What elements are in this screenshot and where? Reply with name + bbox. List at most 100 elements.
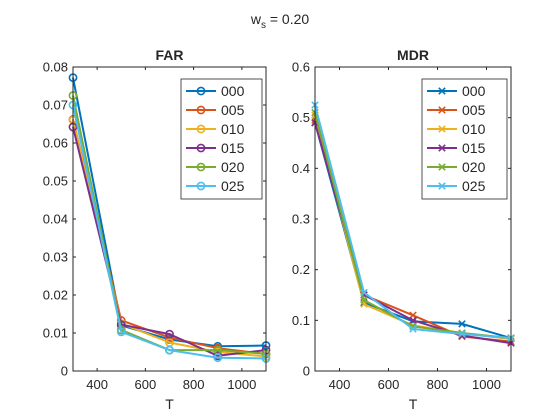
legend-entry: 005 — [427, 102, 486, 118]
data-point-stroke — [458, 320, 466, 328]
y-tick-label: 0.2 — [292, 262, 310, 277]
x-axis-label: T — [165, 396, 174, 412]
suptitle-rest: = 0.20 — [266, 11, 309, 27]
x-tick-label: 400 — [86, 377, 108, 392]
y-tick-label: 0.03 — [43, 250, 68, 265]
data-point — [438, 163, 446, 171]
y-tick-label: 0.3 — [292, 212, 310, 227]
data-point — [360, 288, 368, 297]
data-point — [360, 296, 368, 304]
data-point-stroke — [360, 296, 368, 304]
y-tick-label: 0.01 — [43, 326, 68, 341]
y-tick-label: 0.05 — [43, 174, 68, 189]
y-tick-label: 0.07 — [43, 98, 68, 113]
data-point-stroke — [438, 182, 446, 190]
legend-box — [421, 78, 508, 200]
y-tick-label: 0.04 — [43, 212, 68, 227]
legend-label: 025 — [462, 178, 486, 194]
data-point — [196, 124, 206, 134]
data-point — [458, 320, 466, 328]
legend-entry: 025 — [186, 178, 245, 194]
data-point — [409, 316, 417, 325]
x-tick-label: 800 — [427, 377, 449, 392]
figure-suptitle: ws = 0.20 — [250, 11, 310, 31]
legend-label: 015 — [221, 140, 245, 156]
x-axis-label: T — [409, 396, 418, 412]
data-point — [116, 327, 126, 337]
data-point-stroke — [360, 288, 368, 297]
data-point — [438, 144, 446, 152]
data-point-stroke — [409, 325, 417, 333]
x-tick-label: 1000 — [472, 377, 501, 392]
legend-entry: 015 — [427, 140, 486, 156]
legend: 000 005 010 015 020 025 — [421, 78, 508, 200]
legend-entry: 000 — [186, 83, 245, 99]
data-point — [438, 125, 446, 133]
data-point-stroke — [409, 316, 417, 325]
legend-label: 020 — [221, 159, 245, 175]
series-line — [72, 104, 267, 360]
chart-title: MDR — [397, 47, 429, 63]
data-point — [458, 330, 466, 338]
y-tick-label: 0.02 — [43, 288, 68, 303]
x-tick-label: 400 — [329, 377, 351, 392]
y-tick-label: 0.1 — [292, 313, 310, 328]
legend-label: 025 — [221, 178, 245, 194]
legend-box — [180, 78, 263, 200]
data-point — [196, 143, 206, 153]
data-point-stroke — [438, 106, 446, 114]
y-tick-label: 0.06 — [43, 136, 68, 151]
data-point-stroke — [458, 330, 466, 338]
data-point-stroke — [438, 87, 446, 95]
y-tick-label: 0.5 — [292, 110, 310, 125]
legend-entry: 020 — [186, 159, 245, 175]
data-point — [196, 181, 206, 191]
legend-label: 020 — [462, 159, 486, 175]
legend-label: 010 — [221, 121, 245, 137]
axes-box — [72, 66, 267, 372]
data-point — [438, 87, 446, 95]
y-tick-label: 0 — [303, 364, 310, 379]
data-point — [438, 182, 446, 190]
legend: 000 005 010 015 020 025 — [180, 78, 263, 200]
y-tick-label: 0 — [61, 364, 68, 379]
legend-label: 005 — [462, 102, 486, 118]
data-point — [213, 353, 223, 363]
legend-label: 010 — [462, 121, 486, 137]
legend-entry: 025 — [427, 178, 486, 194]
chart-far: 0 0.01 0.02 0.03 0.04 0.05 0.06 0.07 0.08 400 600 8… — [43, 47, 271, 412]
legend-entry: 010 — [186, 121, 245, 137]
series-025 — [311, 101, 515, 342]
data-point — [165, 329, 174, 339]
data-point — [196, 105, 206, 115]
data-point — [196, 86, 206, 96]
y-tick-label: 0.4 — [292, 161, 310, 176]
data-point-stroke — [438, 163, 446, 171]
legend-entry: 000 — [427, 83, 486, 99]
legend-entry: 020 — [427, 159, 486, 175]
x-tick-label: 1000 — [227, 377, 256, 392]
legend-entry: 010 — [427, 121, 486, 137]
x-tick-label: 800 — [183, 377, 205, 392]
legend-entry: 005 — [186, 102, 245, 118]
axes-box — [314, 66, 512, 372]
chart-title: FAR — [156, 47, 184, 63]
data-point-stroke — [438, 125, 446, 133]
data-point-stroke — [438, 144, 446, 152]
data-point — [165, 345, 174, 355]
data-point — [438, 106, 446, 114]
suptitle-base: w — [250, 11, 262, 27]
x-tick-label: 600 — [378, 377, 400, 392]
legend-label: 000 — [462, 83, 486, 99]
data-point — [409, 325, 417, 333]
suptitle-subscript: s — [261, 20, 266, 31]
y-tick-label: 0.08 — [43, 60, 68, 75]
legend-entry: 015 — [186, 140, 245, 156]
y-tick-label: 0.6 — [292, 60, 310, 75]
legend-label: 015 — [462, 140, 486, 156]
data-point — [196, 162, 206, 172]
legend-label: 005 — [221, 102, 245, 118]
x-tick-label: 600 — [135, 377, 157, 392]
